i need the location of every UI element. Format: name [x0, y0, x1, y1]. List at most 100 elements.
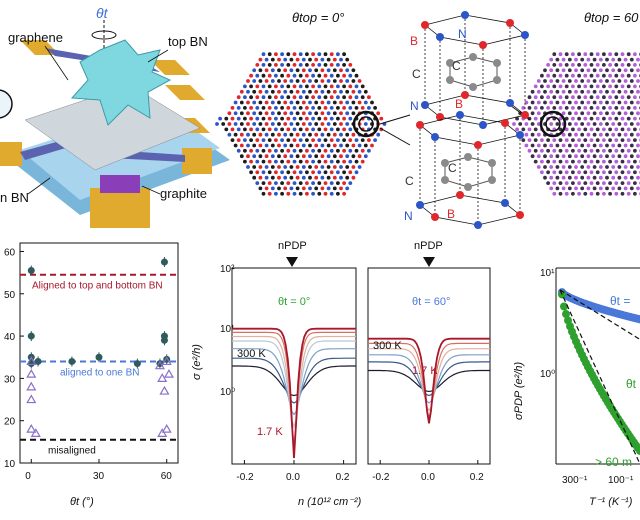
lattice-atom	[571, 84, 575, 89]
lattice-atom	[320, 186, 325, 191]
lattice-atom	[567, 57, 572, 62]
lattice-atom	[367, 138, 371, 143]
lattice-atom	[270, 132, 275, 137]
lattice-atom	[533, 106, 538, 110]
lattice-atom	[623, 165, 628, 169]
lattice-atom	[577, 63, 581, 67]
lattice-atom	[314, 79, 319, 83]
lattice-atom	[264, 143, 269, 148]
lattice-atom	[239, 89, 244, 94]
lattice-atom	[286, 116, 291, 121]
lattice-atom	[524, 132, 529, 137]
lattice-atom	[320, 79, 325, 83]
panel-c-right-300k: 300 K	[373, 340, 402, 352]
lattice-atom	[345, 68, 350, 73]
lattice-atom	[614, 127, 619, 132]
lattice-atom	[354, 95, 359, 100]
lattice-atom	[308, 122, 312, 126]
lattice-atom	[280, 191, 284, 196]
panel-c-xtick-label: 0.0	[286, 472, 300, 483]
lattice-atom	[246, 111, 250, 116]
lattice-atom	[323, 84, 328, 89]
lattice-atom	[571, 181, 575, 186]
lattice-atom	[608, 116, 612, 121]
lattice-atom	[267, 191, 272, 196]
lattice-atom	[360, 138, 365, 143]
lattice-atom	[308, 89, 312, 94]
lattice-atom	[586, 68, 591, 73]
lattice-atom	[629, 165, 634, 169]
lattice-atom	[298, 170, 303, 175]
lattice-atom	[605, 122, 609, 126]
panel-b-ytick-label: 50	[4, 290, 16, 301]
lattice-atom	[305, 181, 309, 186]
lattice-atom	[345, 175, 350, 180]
panel-d-ylabel: σPDP (e²/h)	[513, 361, 525, 420]
lattice-atom	[336, 148, 340, 153]
lattice-atom	[540, 95, 544, 100]
lattice-atom	[580, 165, 585, 169]
lattice-atom	[255, 127, 260, 132]
lattice-atom	[311, 84, 315, 89]
lattice-atom	[329, 73, 334, 78]
lattice-atom	[295, 100, 300, 105]
lattice-atom	[239, 111, 244, 116]
panel-b-triangle	[26, 381, 37, 391]
lattice-atom	[561, 79, 566, 83]
lattice-atom	[305, 106, 309, 110]
lattice-atom	[314, 175, 319, 180]
panel-b-point	[95, 353, 103, 361]
lattice-atom	[255, 106, 260, 110]
lattice-atom	[252, 165, 257, 169]
lattice-atom	[367, 106, 371, 110]
panel-c-left-300k: 300 K	[237, 348, 266, 360]
atom-letter: C	[448, 161, 457, 175]
lattice-atom	[329, 127, 334, 132]
lattice-atom	[549, 68, 554, 73]
lattice-atom	[289, 143, 294, 148]
lattice-atom	[258, 122, 263, 126]
lattice-atom	[301, 79, 306, 83]
lattice-atom	[289, 132, 294, 137]
lattice-atom	[558, 116, 563, 121]
lattice-atom	[308, 111, 312, 116]
lattice-atom	[246, 154, 250, 159]
lattice-atom	[629, 132, 634, 137]
lattice-atom	[611, 165, 616, 169]
panel-c: 10² 10¹ 10⁰ σ (e²/h) n (10¹² cm⁻²) -0.2 0…	[191, 240, 491, 508]
lattice-atom	[623, 122, 628, 126]
lattice-atom	[283, 154, 288, 159]
lattice-atom	[342, 181, 346, 186]
lattice-atom	[608, 106, 612, 110]
lattice-atom	[623, 186, 628, 191]
lattice-atom	[558, 191, 563, 196]
lattice-atom	[363, 100, 368, 105]
lattice-atom	[592, 132, 597, 137]
lattice-atom	[561, 154, 566, 159]
lattice-atom	[342, 138, 346, 143]
lattice-atom	[354, 159, 359, 164]
lattice-atom	[589, 170, 594, 175]
lattice-atom	[270, 154, 275, 159]
lattice-atom	[626, 181, 631, 186]
lattice-atom	[567, 165, 572, 169]
lattice-atom	[292, 127, 297, 132]
stack-bottom-carbon-atom	[488, 176, 496, 184]
lattice-atom	[611, 132, 616, 137]
lattice-atom	[314, 100, 319, 105]
stack-bottom-atom	[474, 221, 482, 229]
lattice-atom	[555, 154, 560, 159]
lattice-atom	[589, 159, 594, 164]
lattice-atom	[329, 116, 334, 121]
lattice-atom	[339, 111, 343, 116]
lattice-atom	[555, 165, 560, 169]
lattice-atom	[602, 170, 606, 175]
panel-b-point	[160, 258, 168, 266]
stack-bottom-atom	[431, 133, 439, 141]
lattice-atom	[298, 181, 303, 186]
lattice-atom	[345, 100, 350, 105]
lattice-atom	[283, 89, 288, 94]
lattice-atom	[261, 170, 266, 175]
panel-b-ytick-label: 30	[4, 374, 16, 385]
panel-b-point	[27, 360, 35, 368]
